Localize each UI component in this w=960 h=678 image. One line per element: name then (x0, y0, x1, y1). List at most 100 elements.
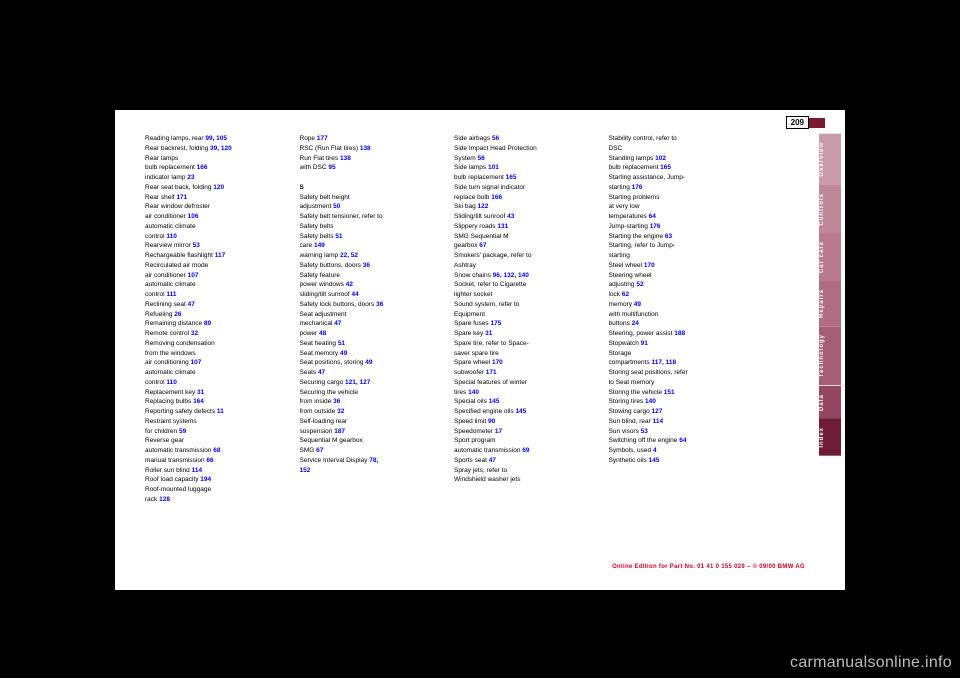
index-page-ref[interactable]: 89 (204, 320, 211, 327)
side-tab-overview[interactable]: Overview (819, 134, 841, 185)
index-page-ref[interactable]: 78, (369, 457, 378, 464)
index-page-ref[interactable]: 171 (176, 194, 187, 201)
index-page-ref[interactable]: 170 (492, 359, 503, 366)
index-page-ref[interactable]: 50 (333, 203, 340, 210)
index-page-ref[interactable]: 64 (679, 437, 686, 444)
index-page-ref[interactable]: 32 (191, 330, 198, 337)
index-page-ref[interactable]: 138 (360, 145, 371, 152)
index-page-ref[interactable]: 24 (632, 320, 639, 327)
index-page-ref[interactable]: 194 (200, 476, 211, 483)
index-page-ref[interactable]: 114 (653, 418, 664, 425)
index-page-ref[interactable]: 44 (352, 291, 359, 298)
index-page-ref[interactable]: 96, 132, 140 (493, 272, 529, 279)
index-page-ref[interactable]: 99, 105 (205, 135, 227, 142)
index-page-ref[interactable]: 164 (193, 398, 204, 405)
index-page-ref[interactable]: 187 (334, 428, 345, 435)
index-page-ref[interactable]: 151 (664, 389, 675, 396)
index-page-ref[interactable]: 53 (641, 428, 648, 435)
index-page-ref[interactable]: 67 (316, 447, 323, 454)
side-tab-car-care[interactable]: Car care (819, 233, 841, 281)
index-page-ref[interactable]: 152 (300, 467, 311, 474)
index-page-ref[interactable]: 59 (179, 428, 186, 435)
index-page-ref[interactable]: 120 (213, 184, 224, 191)
index-page-ref[interactable]: 121, 127 (345, 379, 370, 386)
index-page-ref[interactable]: 107 (188, 272, 199, 279)
index-page-ref[interactable]: 165 (660, 164, 671, 171)
index-page-ref[interactable]: 66 (206, 457, 213, 464)
index-page-ref[interactable]: 62 (622, 291, 629, 298)
index-page-ref[interactable]: 36 (363, 262, 370, 269)
index-page-ref[interactable]: 170 (644, 262, 655, 269)
index-page-ref[interactable]: 49 (365, 359, 372, 366)
index-page-ref[interactable]: 43 (507, 213, 514, 220)
index-page-ref[interactable]: 48 (319, 330, 326, 337)
index-page-ref[interactable]: 47 (188, 301, 195, 308)
index-page-ref[interactable]: 64 (649, 213, 656, 220)
index-page-ref[interactable]: 177 (317, 135, 328, 142)
index-page-ref[interactable]: 17 (495, 428, 502, 435)
index-page-ref[interactable]: 52 (636, 281, 643, 288)
index-page-ref[interactable]: 56 (477, 155, 484, 162)
index-page-ref[interactable]: 4 (653, 447, 657, 454)
index-page-ref[interactable]: 90 (488, 418, 495, 425)
index-page-ref[interactable]: 117, 118 (652, 359, 677, 366)
index-page-ref[interactable]: 67 (479, 242, 486, 249)
index-page-ref[interactable]: 188 (674, 330, 685, 337)
index-page-ref[interactable]: 91 (641, 340, 648, 347)
index-page-ref[interactable]: 110 (166, 379, 177, 386)
index-page-ref[interactable]: 68 (213, 447, 220, 454)
index-page-ref[interactable]: 31 (197, 389, 204, 396)
index-page-ref[interactable]: 140 (468, 389, 479, 396)
index-page-ref[interactable]: 101 (488, 164, 499, 171)
index-page-ref[interactable]: 31 (485, 330, 492, 337)
index-page-ref[interactable]: 145 (515, 408, 526, 415)
index-page-ref[interactable]: 39, 120 (210, 145, 232, 152)
index-page-ref[interactable]: 171 (486, 369, 497, 376)
index-page-ref[interactable]: 47 (489, 457, 496, 464)
index-page-ref[interactable]: 149 (314, 242, 325, 249)
index-page-ref[interactable]: 36 (376, 301, 383, 308)
index-page-ref[interactable]: 63 (665, 233, 672, 240)
index-page-ref[interactable]: 53 (193, 242, 200, 249)
index-page-ref[interactable]: 51 (335, 233, 342, 240)
index-page-ref[interactable]: 166 (491, 194, 502, 201)
index-page-ref[interactable]: 32 (337, 408, 344, 415)
index-page-ref[interactable]: 26 (174, 311, 181, 318)
index-page-ref[interactable]: 95 (328, 164, 335, 171)
index-page-ref[interactable]: 47 (334, 320, 341, 327)
index-page-ref[interactable]: 22, 52 (340, 252, 358, 259)
index-page-ref[interactable]: 117 (215, 252, 226, 259)
index-page-ref[interactable]: 176 (650, 223, 661, 230)
side-tab-index[interactable]: Index (819, 419, 841, 456)
index-page-ref[interactable]: 107 (191, 359, 202, 366)
index-page-ref[interactable]: 131 (497, 223, 508, 230)
side-tab-data[interactable]: Data (819, 386, 841, 419)
index-page-ref[interactable]: 176 (632, 184, 643, 191)
index-page-ref[interactable]: 127 (652, 408, 663, 415)
index-page-ref[interactable]: 128 (159, 496, 170, 503)
side-tab-repairs[interactable]: Repairs (819, 281, 841, 326)
index-page-ref[interactable]: 145 (489, 398, 500, 405)
index-page-ref[interactable]: 23 (187, 174, 194, 181)
index-page-ref[interactable]: 106 (188, 213, 199, 220)
index-page-ref[interactable]: 122 (478, 203, 489, 210)
index-page-ref[interactable]: 165 (506, 174, 517, 181)
index-page-ref[interactable]: 114 (192, 467, 203, 474)
index-page-ref[interactable]: 111 (166, 291, 176, 298)
index-page-ref[interactable]: 102 (655, 155, 666, 162)
index-page-ref[interactable]: 47 (318, 369, 325, 376)
index-page-ref[interactable]: 49 (340, 350, 347, 357)
index-page-ref[interactable]: 145 (649, 457, 660, 464)
index-page-ref[interactable]: 36 (333, 398, 340, 405)
index-page-ref[interactable]: 11 (217, 408, 224, 415)
index-page-ref[interactable]: 51 (338, 340, 345, 347)
index-page-ref[interactable]: 110 (166, 233, 177, 240)
side-tab-controls[interactable]: Controls (819, 185, 841, 234)
index-page-ref[interactable]: 140 (645, 398, 656, 405)
index-page-ref[interactable]: 69 (522, 447, 529, 454)
side-tab-technology[interactable]: Technology (819, 326, 841, 385)
index-page-ref[interactable]: 42 (346, 281, 353, 288)
index-page-ref[interactable]: 166 (197, 164, 208, 171)
index-page-ref[interactable]: 175 (491, 320, 502, 327)
index-page-ref[interactable]: 56 (492, 135, 499, 142)
